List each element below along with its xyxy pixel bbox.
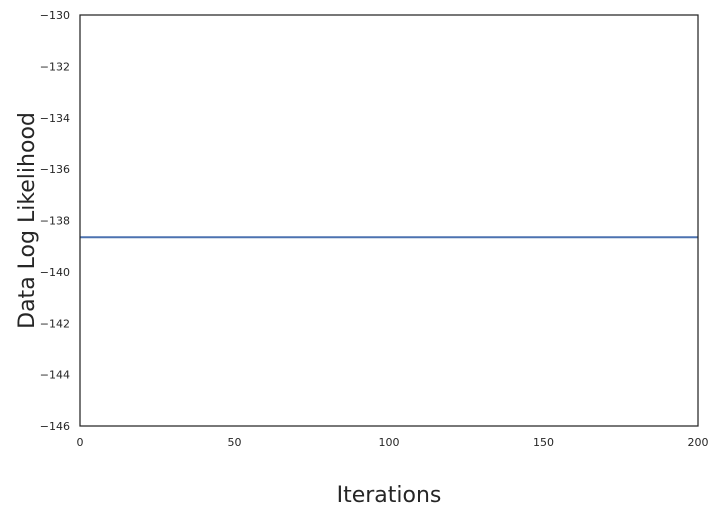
x-tick-label: 150 <box>533 436 554 449</box>
y-tick-label: −136 <box>40 163 70 176</box>
y-tick-label: −144 <box>40 369 70 382</box>
y-tick-label: −132 <box>40 60 70 73</box>
x-axis-ticks: 0 50 100 150 200 <box>77 436 709 449</box>
x-tick-label: 200 <box>688 436 709 449</box>
x-axis-label: Iterations <box>337 483 442 508</box>
y-tick-label: −146 <box>40 420 70 433</box>
x-tick-label: 50 <box>228 436 242 449</box>
x-tick-label: 0 <box>77 436 84 449</box>
plot-background <box>80 15 698 426</box>
y-axis-ticks: −130 −132 −134 −136 −138 −140 −142 −144 −146 <box>40 9 70 433</box>
y-tick-label: −134 <box>40 112 70 125</box>
y-tick-label: −130 <box>40 9 70 22</box>
y-tick-label: −138 <box>40 215 70 228</box>
y-tick-label: −140 <box>40 266 70 279</box>
x-tick-label: 100 <box>379 436 400 449</box>
plot-frame <box>79 14 699 427</box>
y-tick-label: −142 <box>40 317 70 330</box>
y-axis-label: Data Log Likelihood <box>15 112 40 329</box>
